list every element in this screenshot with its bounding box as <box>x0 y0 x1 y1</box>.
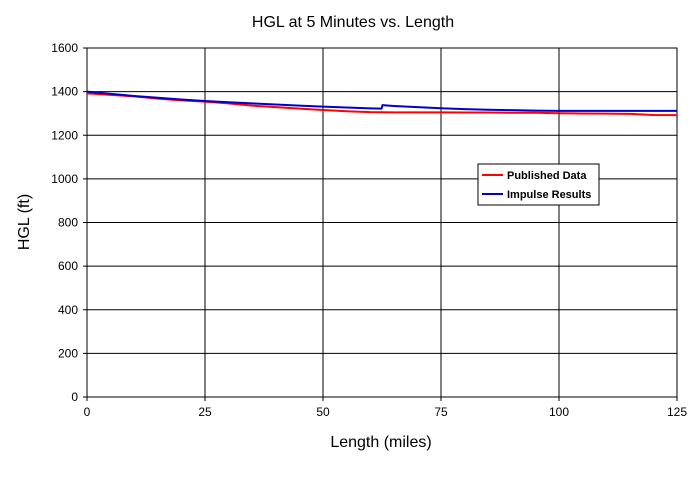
x-tick-label: 75 <box>434 405 448 419</box>
chart-title: HGL at 5 Minutes vs. Length <box>252 14 454 31</box>
series-group <box>86 90 678 117</box>
y-tick-label: 600 <box>58 259 78 273</box>
y-tick-label: 1600 <box>51 41 78 55</box>
x-tick-label: 50 <box>316 405 330 419</box>
x-tick-label: 0 <box>84 405 91 419</box>
x-axis-label: Length (miles) <box>330 434 431 451</box>
x-tick-label: 25 <box>198 405 212 419</box>
y-tick-label: 200 <box>58 346 78 360</box>
legend-label-impulse-results: Impulse Results <box>507 189 591 201</box>
y-tick-label: 400 <box>58 303 78 317</box>
y-tick-label: 1400 <box>51 85 78 99</box>
y-tick-label: 1000 <box>51 172 78 186</box>
legend-box <box>477 163 600 206</box>
y-tick-labels: 0 200 400 600 800 1000 1200 1400 1600 <box>51 41 87 404</box>
y-tick-label: 800 <box>58 216 78 230</box>
y-tick-label: 1200 <box>51 128 78 142</box>
x-tick-label: 125 <box>667 405 687 419</box>
legend: Published Data Impulse Results <box>477 163 600 206</box>
legend-label-published-data: Published Data <box>507 170 587 182</box>
x-tick-label: 100 <box>549 405 569 419</box>
series-line-impulse-results <box>86 90 677 112</box>
x-tick-labels: 0 25 50 75 100 125 <box>84 397 687 419</box>
y-axis-label: HGL (ft) <box>16 194 33 250</box>
y-tick-label: 0 <box>71 390 78 404</box>
